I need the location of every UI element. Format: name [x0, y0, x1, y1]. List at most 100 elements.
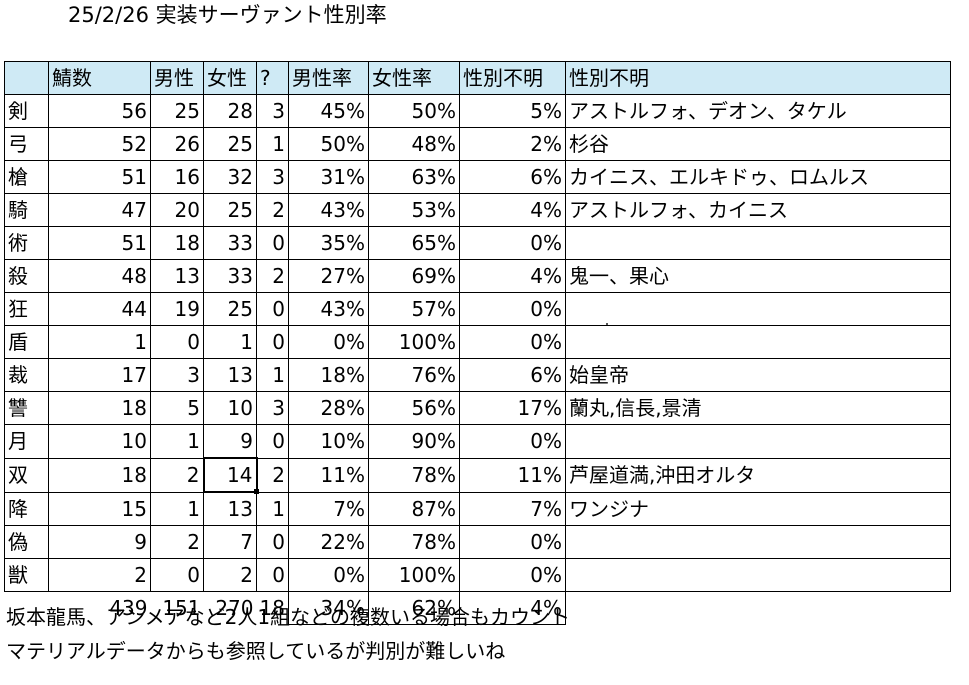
female-cell[interactable]: 33 [203, 226, 257, 260]
unknown-names-cell[interactable] [564, 325, 951, 359]
unknown-names-cell[interactable]: 芦屋道満,沖田オルタ [564, 457, 951, 493]
female-rate-cell[interactable]: 63% [367, 160, 460, 194]
unknown-cell[interactable]: 2 [256, 193, 289, 227]
class-cell[interactable]: 騎 [4, 193, 49, 227]
male-cell[interactable]: 26 [150, 127, 204, 161]
unknown-rate-cell[interactable]: 2% [458, 127, 566, 161]
female-rate-cell[interactable]: 50% [367, 94, 460, 128]
unknown-names-cell[interactable]: カイニス、エルキドゥ、ロムルス [564, 160, 951, 194]
unknown-names-cell[interactable]: 蘭丸,信長,景清 [564, 391, 951, 425]
class-cell[interactable]: 弓 [4, 127, 49, 161]
female-rate-cell[interactable]: 87% [367, 491, 460, 526]
unknown-names-cell[interactable]: 杉谷 [564, 127, 951, 161]
class-cell[interactable]: 降 [4, 491, 49, 526]
unknown-rate-cell[interactable]: 11% [458, 457, 566, 493]
male-rate-cell[interactable]: 22% [287, 525, 369, 559]
unknown-rate-cell[interactable]: 0% [458, 226, 566, 260]
female-cell[interactable]: 33 [203, 259, 257, 293]
class-cell[interactable]: 偽 [4, 525, 49, 559]
male-cell[interactable]: 25 [150, 94, 204, 128]
count-cell[interactable]: 15 [48, 491, 151, 526]
count-cell[interactable]: 10 [48, 424, 151, 459]
female-rate-cell[interactable]: 100% [367, 325, 460, 359]
count-cell[interactable]: 2 [48, 558, 151, 592]
unknown-rate-cell[interactable]: 0% [458, 424, 566, 459]
female-cell[interactable]: 13 [203, 358, 257, 392]
unknown-rate-cell[interactable]: 7% [458, 491, 566, 526]
unknown-names-cell[interactable]: 鬼一、果心 [564, 259, 951, 293]
female-cell[interactable]: 9 [203, 424, 257, 459]
header-cell-unknown-names[interactable]: 性別不明 [564, 61, 951, 95]
female-cell[interactable]: 10 [203, 391, 257, 425]
count-cell[interactable]: 1 [48, 325, 151, 359]
unknown-rate-cell[interactable]: 4% [458, 193, 566, 227]
unknown-names-cell[interactable] [564, 558, 951, 592]
female-cell[interactable]: 25 [203, 127, 257, 161]
male-rate-cell[interactable]: 0% [287, 325, 369, 359]
female-rate-cell[interactable]: 65% [367, 226, 460, 260]
class-cell[interactable]: 盾 [4, 325, 49, 359]
count-cell[interactable]: 48 [48, 259, 151, 293]
header-cell-male[interactable]: 男性 [150, 61, 204, 95]
count-cell[interactable]: 51 [48, 226, 151, 260]
count-cell[interactable]: 52 [48, 127, 151, 161]
male-cell[interactable]: 20 [150, 193, 204, 227]
count-cell[interactable]: 18 [48, 457, 151, 493]
header-cell-class[interactable] [4, 61, 49, 95]
male-rate-cell[interactable]: 43% [287, 193, 369, 227]
male-rate-cell[interactable]: 7% [287, 491, 369, 526]
unknown-cell[interactable]: 0 [256, 325, 289, 359]
female-cell[interactable]: 25 [203, 193, 257, 227]
male-rate-cell[interactable]: 31% [287, 160, 369, 194]
class-cell[interactable]: 双 [4, 457, 49, 493]
female-cell[interactable]: 7 [203, 525, 257, 559]
male-cell[interactable]: 5 [150, 391, 204, 425]
unknown-rate-cell[interactable]: 6% [458, 160, 566, 194]
unknown-cell[interactable]: 1 [256, 491, 289, 526]
male-rate-cell[interactable]: 28% [287, 391, 369, 425]
male-cell[interactable]: 18 [150, 226, 204, 260]
selected-cell[interactable]: 14 [202, 457, 259, 494]
unknown-cell[interactable]: 2 [256, 259, 289, 293]
male-rate-cell[interactable]: 43% [287, 292, 369, 326]
unknown-names-cell[interactable] [564, 424, 951, 459]
class-cell[interactable]: 狂 [4, 292, 49, 326]
header-cell-female[interactable]: 女性 [203, 61, 257, 95]
header-cell-count[interactable]: 鯖数 [48, 61, 151, 95]
male-cell[interactable]: 0 [150, 325, 204, 359]
unknown-rate-cell[interactable]: 0% [458, 558, 566, 592]
unknown-names-cell[interactable]: アストルフォ、デオン、タケル [564, 94, 951, 128]
male-cell[interactable]: 2 [150, 457, 204, 493]
count-cell[interactable]: 44 [48, 292, 151, 326]
female-rate-cell[interactable]: 48% [367, 127, 460, 161]
unknown-cell[interactable]: 0 [256, 424, 289, 459]
unknown-rate-cell[interactable]: 17% [458, 391, 566, 425]
unknown-cell[interactable]: 0 [256, 292, 289, 326]
male-rate-cell[interactable]: 45% [287, 94, 369, 128]
empty-cell[interactable] [565, 592, 950, 625]
class-cell[interactable]: 裁 [4, 358, 49, 392]
unknown-cell[interactable]: 0 [256, 558, 289, 592]
header-cell-female-rate[interactable]: 女性率 [367, 61, 460, 95]
male-rate-cell[interactable]: 10% [287, 424, 369, 459]
count-cell[interactable]: 9 [48, 525, 151, 559]
female-rate-cell[interactable]: 53% [367, 193, 460, 227]
unknown-cell[interactable]: 1 [256, 127, 289, 161]
total-ur-cell[interactable]: 4% [458, 591, 566, 625]
total-f-cell[interactable]: 270 [215, 596, 254, 621]
female-rate-cell[interactable]: 78% [367, 525, 460, 559]
male-cell[interactable]: 1 [150, 424, 204, 459]
unknown-rate-cell[interactable]: 5% [458, 94, 566, 128]
unknown-cell[interactable]: 3 [256, 391, 289, 425]
total-fr-cell[interactable]: 62% [367, 591, 460, 625]
female-cell[interactable]: 32 [203, 160, 257, 194]
female-cell[interactable]: 28 [203, 94, 257, 128]
count-cell[interactable]: 56 [48, 94, 151, 128]
total-m-cell[interactable]: 151 [162, 596, 201, 621]
unknown-names-cell[interactable]: ワンジナ [564, 491, 951, 526]
header-cell-unknown-rate[interactable]: 性別不明 [458, 61, 566, 95]
male-rate-cell[interactable]: 50% [287, 127, 369, 161]
female-rate-cell[interactable]: 100% [367, 558, 460, 592]
unknown-rate-cell[interactable]: 0% [458, 525, 566, 559]
count-cell[interactable]: 17 [48, 358, 151, 392]
